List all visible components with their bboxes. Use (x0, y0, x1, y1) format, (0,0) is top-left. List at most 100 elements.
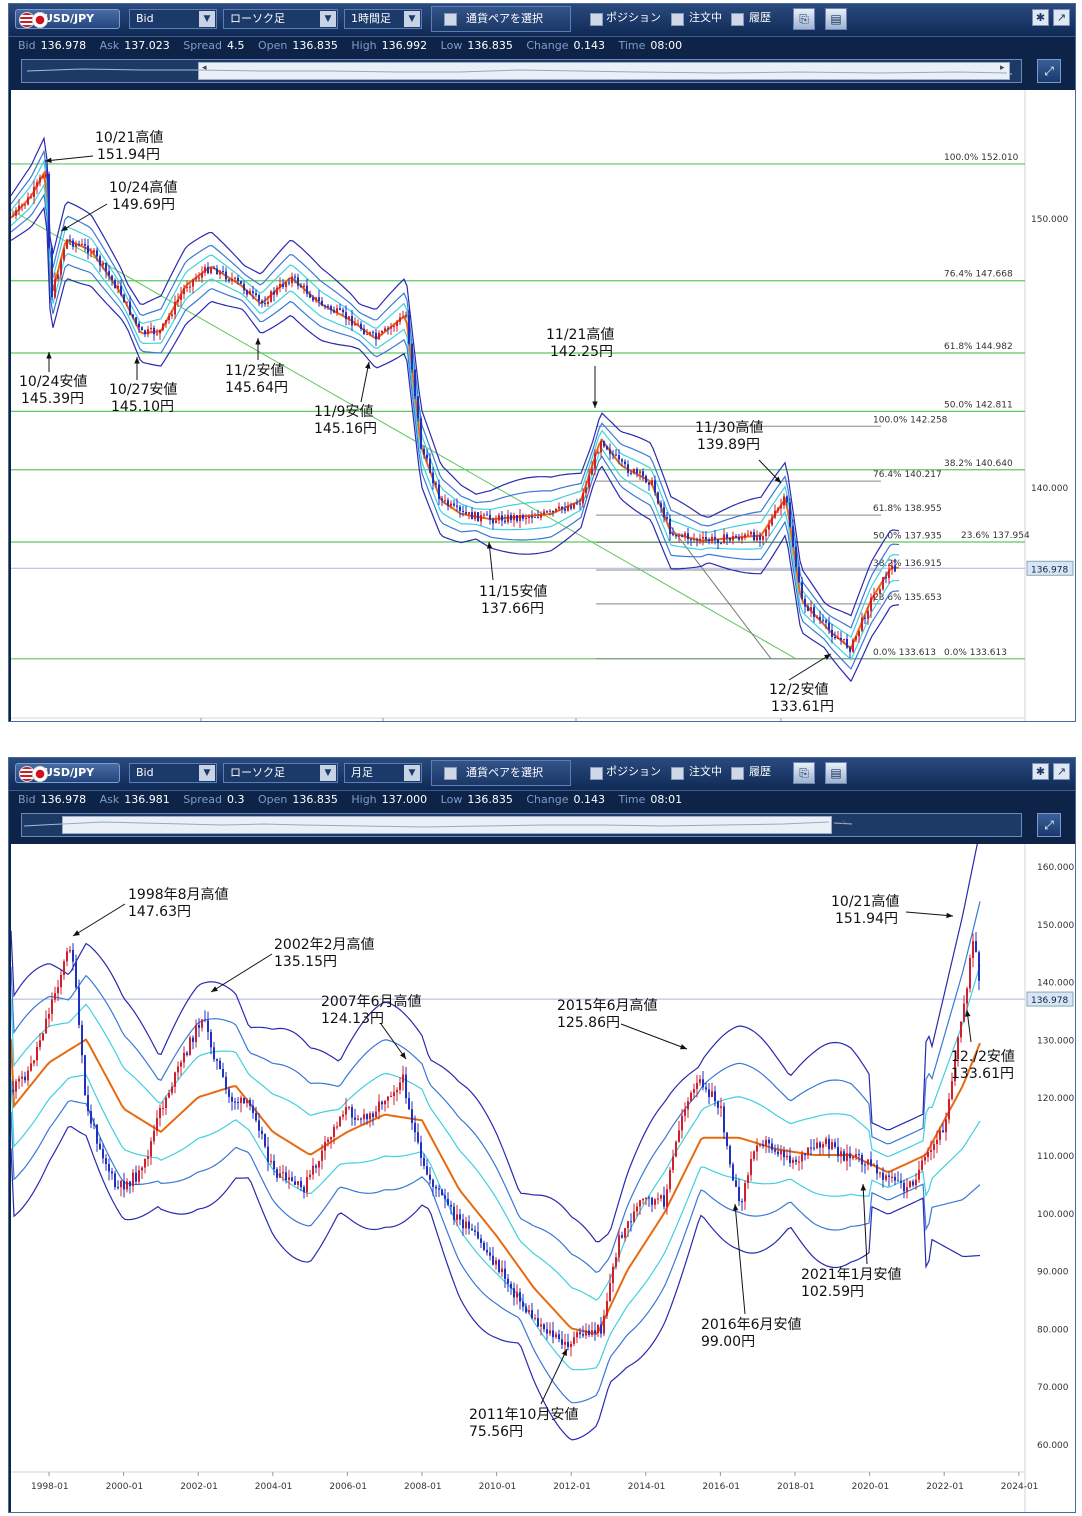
candle-body (48, 1013, 50, 1019)
timeframe-select[interactable]: 月足 ▼ (344, 763, 422, 783)
candle-body (627, 1221, 629, 1229)
navigator-window[interactable] (198, 62, 1010, 80)
candle-body (171, 314, 173, 316)
chart-settings-icon[interactable]: ⎘ (793, 8, 815, 30)
candle-body (276, 1169, 278, 1178)
candle-body (123, 294, 125, 303)
candle-body (654, 480, 656, 493)
candle-body (609, 1283, 611, 1302)
candle-body (546, 511, 548, 513)
candle-body (120, 285, 122, 295)
history-label: 履歴 (749, 11, 771, 24)
candle-body (168, 1092, 170, 1098)
chart-type-select[interactable]: ローソク足 ▼ (223, 9, 338, 29)
candle-body (831, 629, 833, 637)
popout-icon[interactable]: ↗ (1053, 763, 1070, 780)
candle-body (270, 1160, 272, 1162)
candle-body (702, 1079, 704, 1088)
bollinger-band-lower (10, 183, 900, 661)
candle-body (525, 517, 527, 519)
candle-body (891, 565, 893, 570)
history-checkbox[interactable] (731, 767, 744, 780)
navigator-scrollbar[interactable]: ▸ (21, 813, 1022, 837)
expand-icon[interactable]: ⤢ (1037, 813, 1061, 837)
candle-body (528, 1310, 530, 1313)
timeframe-select[interactable]: 1時間足 ▼ (344, 9, 422, 29)
candle-body (177, 1066, 179, 1073)
position-label: ポジション (606, 11, 661, 24)
candle-body (777, 508, 779, 511)
candle-body (687, 1101, 689, 1110)
candle-body (348, 1107, 350, 1109)
annotation-arrowhead (592, 401, 598, 408)
candle-body (519, 515, 521, 521)
annotation-arrowhead (486, 542, 493, 549)
candle-body (246, 290, 248, 295)
bollinger-band-lower (10, 1099, 981, 1404)
chart-type-select[interactable]: ローソク足 ▼ (223, 763, 338, 783)
position-checkbox[interactable] (590, 767, 603, 780)
candle-body (108, 1164, 110, 1172)
scroll-right-icon[interactable]: ▸ (842, 817, 847, 827)
candle-body (672, 534, 674, 536)
position-checkbox[interactable] (590, 13, 603, 26)
candle-body (402, 316, 404, 318)
candle-body (99, 256, 101, 266)
currency-pair-button[interactable]: USD/JPY (15, 9, 120, 29)
price-type-select[interactable]: Bid ▼ (129, 9, 217, 29)
currency-pair-button[interactable]: USD/JPY (15, 763, 120, 783)
candle-body (882, 1172, 884, 1180)
candle-body (756, 1145, 758, 1152)
candle-body (621, 1235, 623, 1238)
candle-body (510, 1283, 512, 1289)
candle-body (573, 1337, 575, 1344)
popout-icon[interactable]: ↗ (1053, 9, 1070, 26)
layout-icon[interactable]: ▤ (825, 8, 847, 30)
spread-value: 4.5 (226, 39, 245, 52)
pair-select-button[interactable]: 通貨ペアを選択 (431, 6, 571, 32)
candle-body (117, 1187, 119, 1189)
candle-body (660, 1195, 662, 1199)
candle-body (147, 329, 149, 335)
orders-checkbox[interactable] (671, 767, 684, 780)
annotation-arrowhead (73, 930, 80, 936)
candle-body (489, 1252, 491, 1256)
candle-body (315, 297, 317, 301)
fibonacci-label: 50.0% 137.935 (873, 532, 942, 542)
scroll-right-icon[interactable]: ▸ (1000, 63, 1005, 73)
candle-body (342, 309, 344, 313)
price-type-select[interactable]: Bid ▼ (129, 763, 217, 783)
pair-select-checkbox[interactable] (444, 767, 457, 780)
monthly-chart-area[interactable]: 160.000 150.000 140.000 130.000 120.000 110.0… (10, 830, 1075, 1512)
orders-checkbox[interactable] (671, 13, 684, 26)
expand-icon[interactable]: ⤢ (1037, 59, 1061, 83)
history-checkbox[interactable] (731, 13, 744, 26)
candle-body (501, 1268, 503, 1273)
chart-settings-icon[interactable]: ⎘ (793, 762, 815, 784)
candle-body (348, 316, 350, 320)
candle-body (84, 1055, 86, 1096)
navigator-scrollbar[interactable]: ◂ ▸ (21, 59, 1022, 83)
candle-body (756, 535, 758, 541)
candle-body (624, 1228, 626, 1238)
settings-icon[interactable]: ✱ (1032, 763, 1049, 780)
candle-body (159, 329, 161, 334)
annotation-arrowhead (774, 476, 781, 483)
layout-icon[interactable]: ▤ (825, 762, 847, 784)
pair-select-button[interactable]: 通貨ペアを選択 (431, 760, 571, 786)
pair-select-checkbox[interactable] (444, 13, 457, 26)
navigator-window[interactable] (62, 816, 832, 834)
annotation-title: 10/21高値 (831, 893, 899, 910)
candle-body (504, 1268, 506, 1279)
candle-body (114, 1173, 116, 1188)
candle-body (105, 1158, 107, 1165)
settings-icon[interactable]: ✱ (1032, 9, 1049, 26)
candle-body (396, 321, 398, 327)
candle-body (15, 1081, 17, 1092)
candle-body (552, 510, 554, 512)
candle-body (216, 268, 218, 275)
candle-body (612, 1266, 614, 1284)
scroll-left-icon[interactable]: ◂ (202, 63, 207, 73)
quote-bar: Bid 136.978 Ask 137.023 Spread 4.5 Open 136.… (18, 39, 683, 52)
